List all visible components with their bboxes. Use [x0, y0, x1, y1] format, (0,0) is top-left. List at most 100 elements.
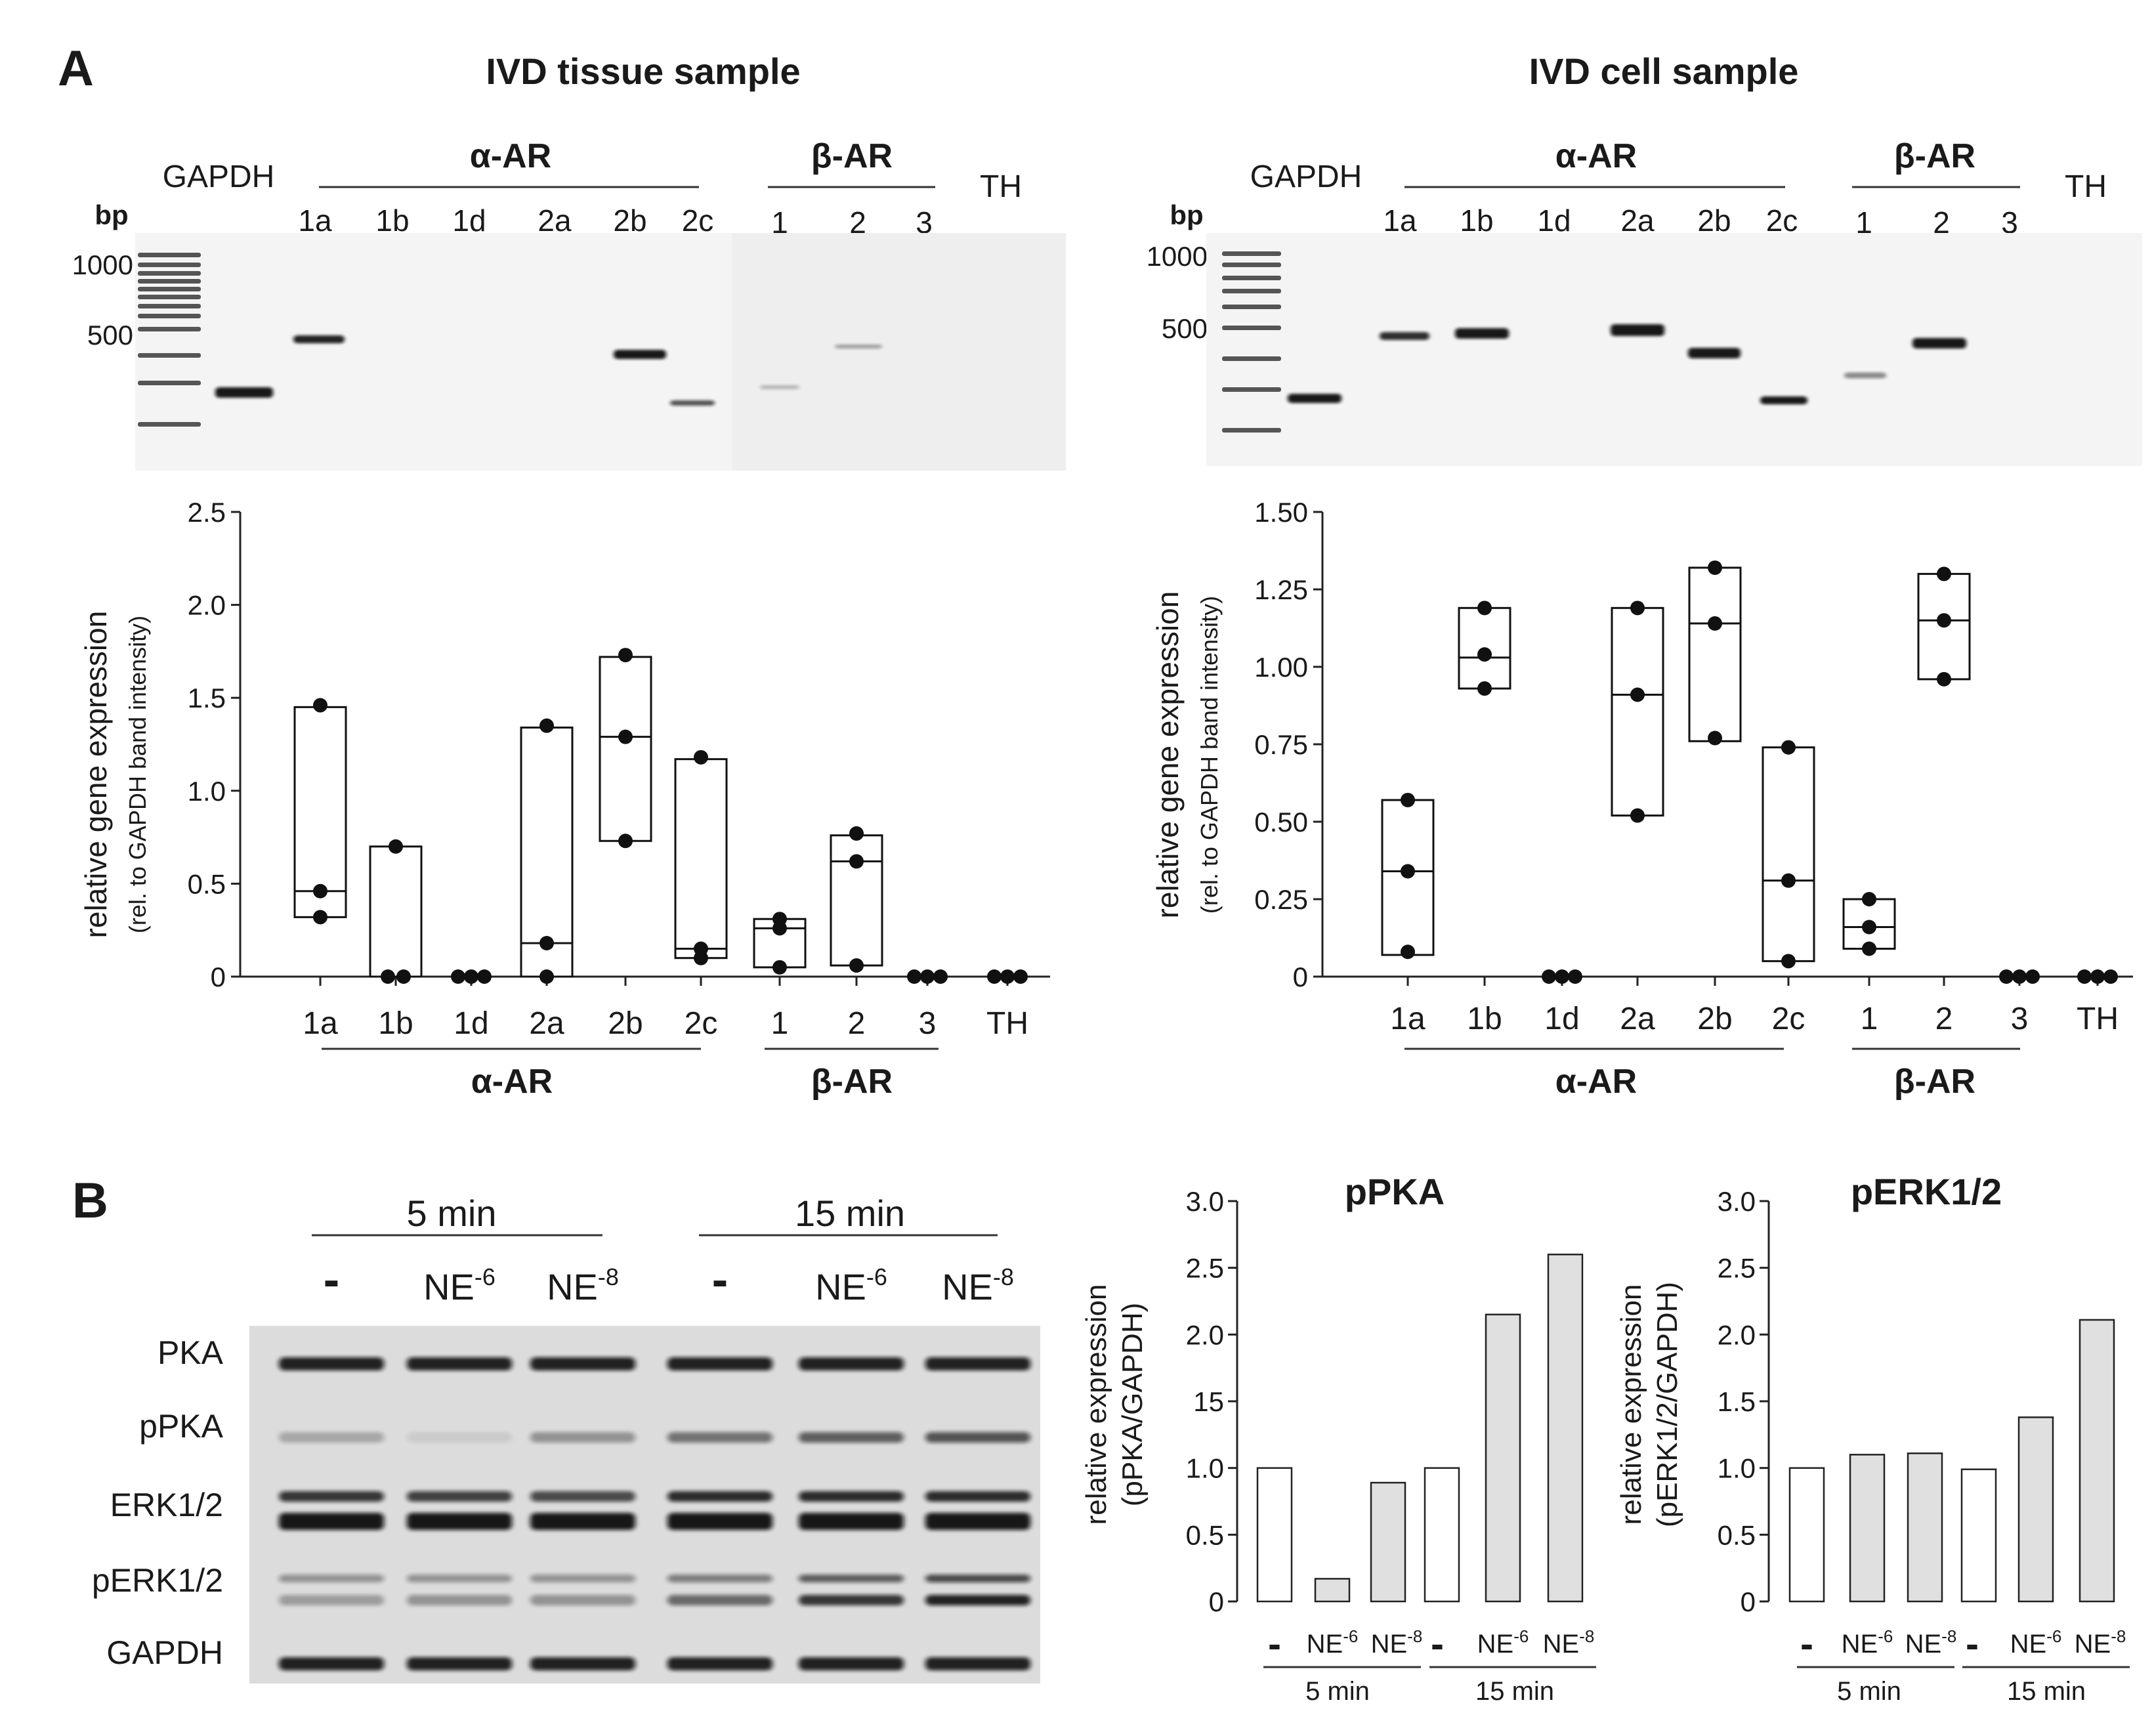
data-point-1a — [1401, 944, 1415, 960]
ladder-band — [138, 327, 201, 331]
cell-x-1d: 1d — [1544, 1002, 1579, 1036]
data-point-TH — [2103, 969, 2118, 984]
blot-row-perk: pERK1/2 — [92, 1562, 223, 1599]
blot-band — [530, 1575, 635, 1582]
ppka-ylabel-sub: (pPKA/GAPDH) — [1116, 1303, 1149, 1507]
perk-title: pERK1/2 — [1851, 1171, 2002, 1212]
data-point-1b — [396, 969, 411, 984]
perk-x-ctrl-5: - — [1800, 1622, 1813, 1666]
blot-band — [279, 1595, 384, 1605]
y-tick-label: 3.0 — [1186, 1186, 1224, 1217]
tissue-x-2a: 2a — [529, 1006, 564, 1041]
gel-band — [1611, 324, 1664, 336]
cell-boxplot: 0 0.25 0.50 0.75 1.00 1.25 1.50 — [1254, 497, 2133, 992]
blot-band — [530, 1357, 635, 1370]
ppka-time5-label: 5 min — [1305, 1677, 1370, 1706]
data-point-2c — [1781, 740, 1796, 755]
blot-image — [249, 1326, 1040, 1683]
tissue-bands — [215, 335, 882, 406]
y-tick-label: 1.0 — [188, 776, 226, 807]
ladder-band — [138, 253, 201, 257]
blot-band — [667, 1432, 772, 1443]
data-point-3 — [2012, 969, 2027, 984]
cell-x-2c: 2c — [1772, 1002, 1806, 1036]
data-point-2c — [694, 750, 708, 765]
blot-band — [925, 1595, 1030, 1605]
ppka-x-ne6-5: NE-6 — [1307, 1626, 1359, 1659]
ppka-x-ne8-5: NE-8 — [1371, 1626, 1423, 1659]
tissue-x-b1: 1 — [771, 1006, 789, 1041]
data-point-2 — [849, 958, 864, 973]
blot-band — [407, 1432, 512, 1443]
blot-row-gapdh: GAPDH — [106, 1634, 223, 1671]
ppka-chart: pPKA relative expression (pPKA/GAPDH) 00… — [1080, 1171, 1596, 1706]
y-tick-label: 0.5 — [1186, 1519, 1224, 1550]
ladder-band — [1222, 305, 1281, 309]
bar-1 — [1849, 1454, 1886, 1603]
ladder-band — [1222, 276, 1281, 280]
blot-band — [407, 1513, 512, 1530]
perk-x-labels: - NE-6 NE-8 - NE-6 NE-8 5 min 15 min — [1797, 1622, 2130, 1706]
blot-band — [925, 1491, 1030, 1502]
data-point-1a — [1401, 864, 1415, 879]
data-point-1a — [313, 698, 327, 713]
data-point-2b — [1708, 616, 1722, 631]
tissue-lane-1a: 1a — [298, 203, 332, 238]
cell-gel-alpha-label: α-AR — [1555, 137, 1637, 175]
ladder-band — [1222, 387, 1281, 392]
blot-col-ne8-5: NE-8 — [547, 1263, 619, 1307]
y-tick-label: 2.5 — [1186, 1253, 1224, 1284]
tissue-x-1d: 1d — [454, 1006, 488, 1041]
blot-band — [667, 1657, 772, 1670]
tissue-x-b2: 2 — [848, 1006, 866, 1041]
ladder-band — [138, 304, 201, 308]
blot-band — [799, 1657, 904, 1670]
blot-band — [925, 1432, 1030, 1443]
tissue-x-2b: 2b — [608, 1006, 643, 1041]
blot-row-ppka: pPKA — [139, 1408, 224, 1445]
blot-col-ne6-5: NE-6 — [423, 1263, 496, 1307]
y-tick-label: 1.0 — [1718, 1453, 1756, 1484]
tissue-ladder — [138, 253, 201, 427]
blot-band — [799, 1575, 904, 1582]
box-1a — [293, 706, 347, 918]
tissue-boxplot: 0 0.5 1.0 1.5 2.0 2.5 — [188, 497, 1050, 992]
data-point-2c — [1781, 954, 1796, 969]
ppka-title: pPKA — [1345, 1171, 1445, 1212]
cell-x-2b: 2b — [1697, 1002, 1732, 1036]
blot-col-ctrl-5: - — [324, 1252, 340, 1307]
data-point-2b — [618, 729, 633, 744]
cell-x-b3: 3 — [2011, 1002, 2029, 1036]
data-point-2a — [1630, 808, 1645, 823]
data-point-1 — [1862, 920, 1876, 935]
bar-5 — [2079, 1319, 2115, 1603]
blot-band — [799, 1595, 904, 1605]
perk-x-ne6-5: NE-6 — [1842, 1626, 1893, 1659]
blot-band — [925, 1357, 1030, 1370]
tissue-ylabel: relative gene expression — [79, 611, 113, 939]
ppka-ylabel: relative expression — [1080, 1284, 1112, 1525]
panel-b-letter: B — [72, 1173, 108, 1229]
tissue-lane-1b: 1b — [375, 203, 409, 238]
y-tick-label: 0.5 — [1718, 1519, 1756, 1550]
cell-x-beta-label: β-AR — [1894, 1063, 1975, 1101]
blot-band — [279, 1491, 384, 1502]
cell-x-2a: 2a — [1620, 1002, 1655, 1036]
cell-x-th: TH — [2077, 1002, 2119, 1036]
ladder-band — [138, 314, 201, 318]
gel-band — [215, 387, 273, 398]
ladder-band — [1222, 356, 1281, 361]
perk-x-ctrl-15: - — [1966, 1622, 1979, 1666]
data-point-2 — [1937, 566, 1951, 582]
data-point-2b — [1708, 560, 1722, 575]
y-tick-label: 2.5 — [1718, 1253, 1756, 1284]
data-point-1a — [313, 910, 327, 925]
y-tick-label: 0 — [1741, 1586, 1756, 1617]
cell-gel-gapdh-label: GAPDH — [1250, 159, 1362, 194]
blot-band — [530, 1513, 635, 1530]
blot-time-15: 15 min — [795, 1193, 905, 1234]
data-point-1 — [772, 960, 787, 975]
data-point-3 — [920, 969, 935, 984]
ppka-x-ne6-15: NE-6 — [1477, 1626, 1529, 1659]
cell-ylabel-sub: (rel. to GAPDH band intensity) — [1196, 596, 1223, 914]
